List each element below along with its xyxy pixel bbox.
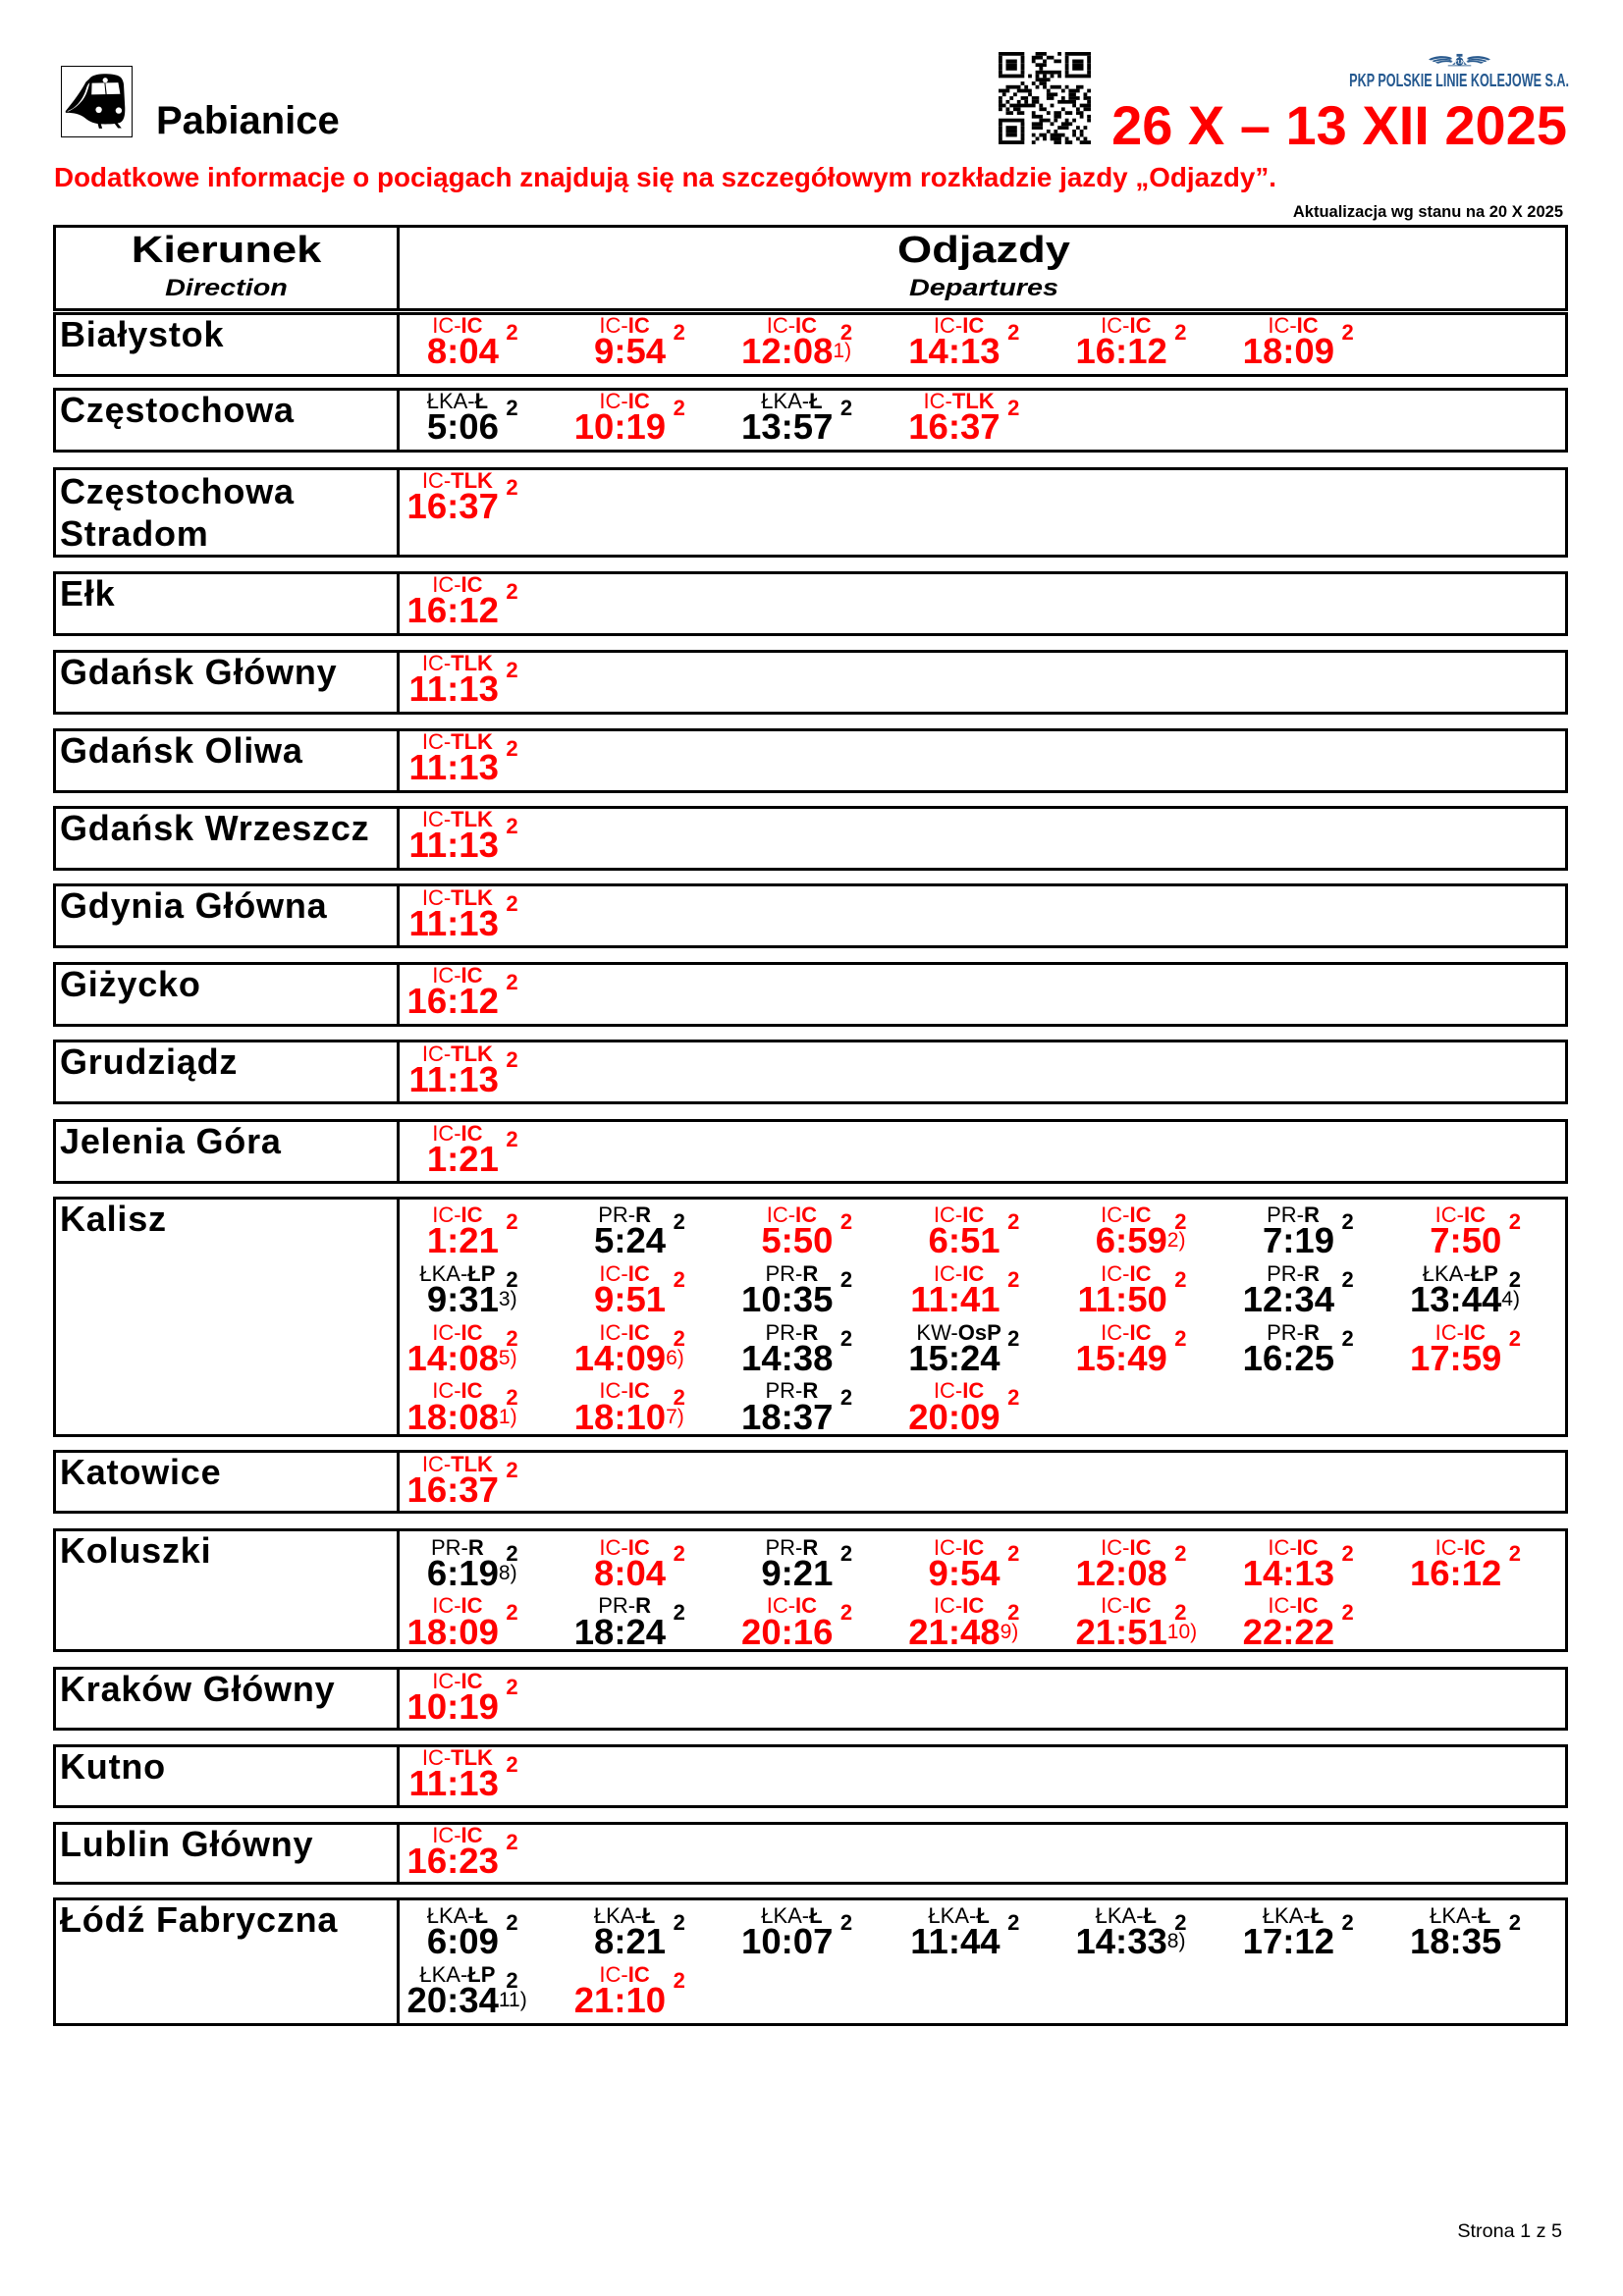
svg-text:PLK: PLK <box>1454 60 1464 65</box>
